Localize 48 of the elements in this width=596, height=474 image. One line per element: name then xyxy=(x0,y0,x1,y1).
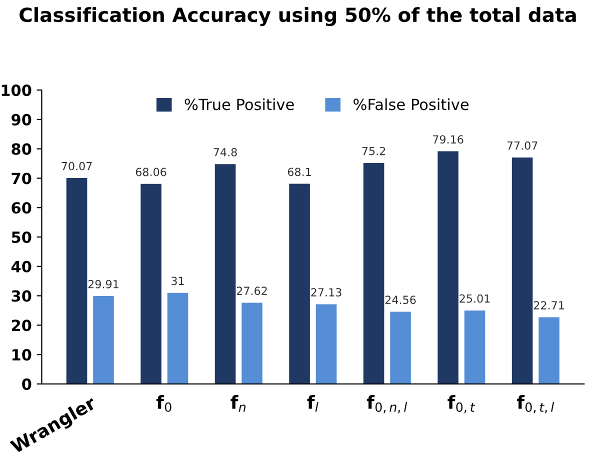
data-label: 25.01 xyxy=(460,294,490,303)
data-label: 27.13 xyxy=(311,288,342,296)
data-label: 29.91 xyxy=(88,280,118,288)
bar xyxy=(464,310,486,384)
data-label: 75.2 xyxy=(362,146,386,156)
bar xyxy=(214,164,236,384)
y-tick-label: 70 xyxy=(12,172,32,184)
data-label: 79.16 xyxy=(433,135,464,144)
bar xyxy=(438,151,458,384)
x-tick-label: f$_{0,t,l}$ xyxy=(516,395,554,414)
data-label: 77.07 xyxy=(507,141,538,150)
data-label: 68.06 xyxy=(136,168,166,176)
chart-title: Classification Accuracy using 50% of the total data xyxy=(20,7,576,26)
bar xyxy=(363,162,384,384)
data-label: 27.62 xyxy=(236,286,267,296)
legend-label: %True Positive xyxy=(184,98,294,110)
x-tick-label: f$_{l}$ xyxy=(307,395,318,412)
legend-label: %False Positive xyxy=(354,98,469,110)
y-tick-label: 0 xyxy=(22,378,32,390)
x-tick-label: f$_{n}$ xyxy=(230,395,246,412)
data-label: 24.56 xyxy=(385,296,416,304)
data-label: 31 xyxy=(172,276,184,286)
y-tick-label: 50 xyxy=(12,231,32,244)
y-tick-label: 30 xyxy=(12,290,32,302)
y-tick-label: 40 xyxy=(11,260,32,272)
y-tick-label: 90 xyxy=(12,114,32,126)
bar xyxy=(390,312,411,384)
bar xyxy=(289,184,310,384)
x-tick-label: f$_{0,n,l}$ xyxy=(366,395,408,414)
y-tick-label: 60 xyxy=(12,202,32,214)
bar xyxy=(512,157,533,384)
bar xyxy=(167,292,188,384)
x-tick-label: f$_{0,t}$ xyxy=(448,395,476,414)
y-tick-label: 20 xyxy=(12,320,32,332)
x-tick-label: f$_{0}$ xyxy=(156,395,172,412)
y-tick-label: 100 xyxy=(2,84,32,96)
data-label: 70.07 xyxy=(62,162,92,170)
bar xyxy=(93,296,114,384)
data-label: 74.8 xyxy=(214,148,237,156)
data-label: 22.71 xyxy=(534,301,564,310)
bar xyxy=(316,304,337,384)
y-tick-label: 80 xyxy=(12,143,32,155)
y-tick-label: 10 xyxy=(12,349,32,361)
bar xyxy=(538,317,560,384)
data-label: 68.1 xyxy=(288,168,311,176)
bar xyxy=(140,184,162,384)
bar xyxy=(66,178,88,384)
bar xyxy=(242,302,262,384)
